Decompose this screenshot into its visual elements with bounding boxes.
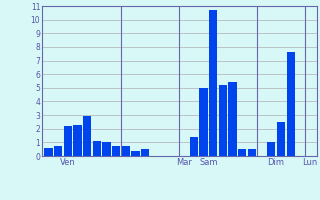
Text: Ven: Ven xyxy=(60,158,76,167)
Bar xyxy=(64,126,72,156)
Text: Sam: Sam xyxy=(199,158,218,167)
Bar xyxy=(141,149,149,156)
Bar xyxy=(209,10,217,156)
Bar xyxy=(102,142,111,156)
Bar xyxy=(267,142,276,156)
Bar xyxy=(132,151,140,156)
Bar xyxy=(93,141,101,156)
Bar xyxy=(238,149,246,156)
Bar xyxy=(54,146,62,156)
Bar xyxy=(277,122,285,156)
Text: Mar: Mar xyxy=(176,158,192,167)
Bar xyxy=(199,88,208,156)
Bar xyxy=(83,116,91,156)
Bar xyxy=(44,148,52,156)
Bar xyxy=(286,52,295,156)
Bar xyxy=(73,125,82,156)
Bar xyxy=(122,146,130,156)
Bar xyxy=(219,85,227,156)
Text: Lun: Lun xyxy=(302,158,318,167)
Bar xyxy=(248,149,256,156)
Text: Dim: Dim xyxy=(268,158,284,167)
Bar xyxy=(228,82,236,156)
Bar xyxy=(112,146,120,156)
Bar xyxy=(190,137,198,156)
